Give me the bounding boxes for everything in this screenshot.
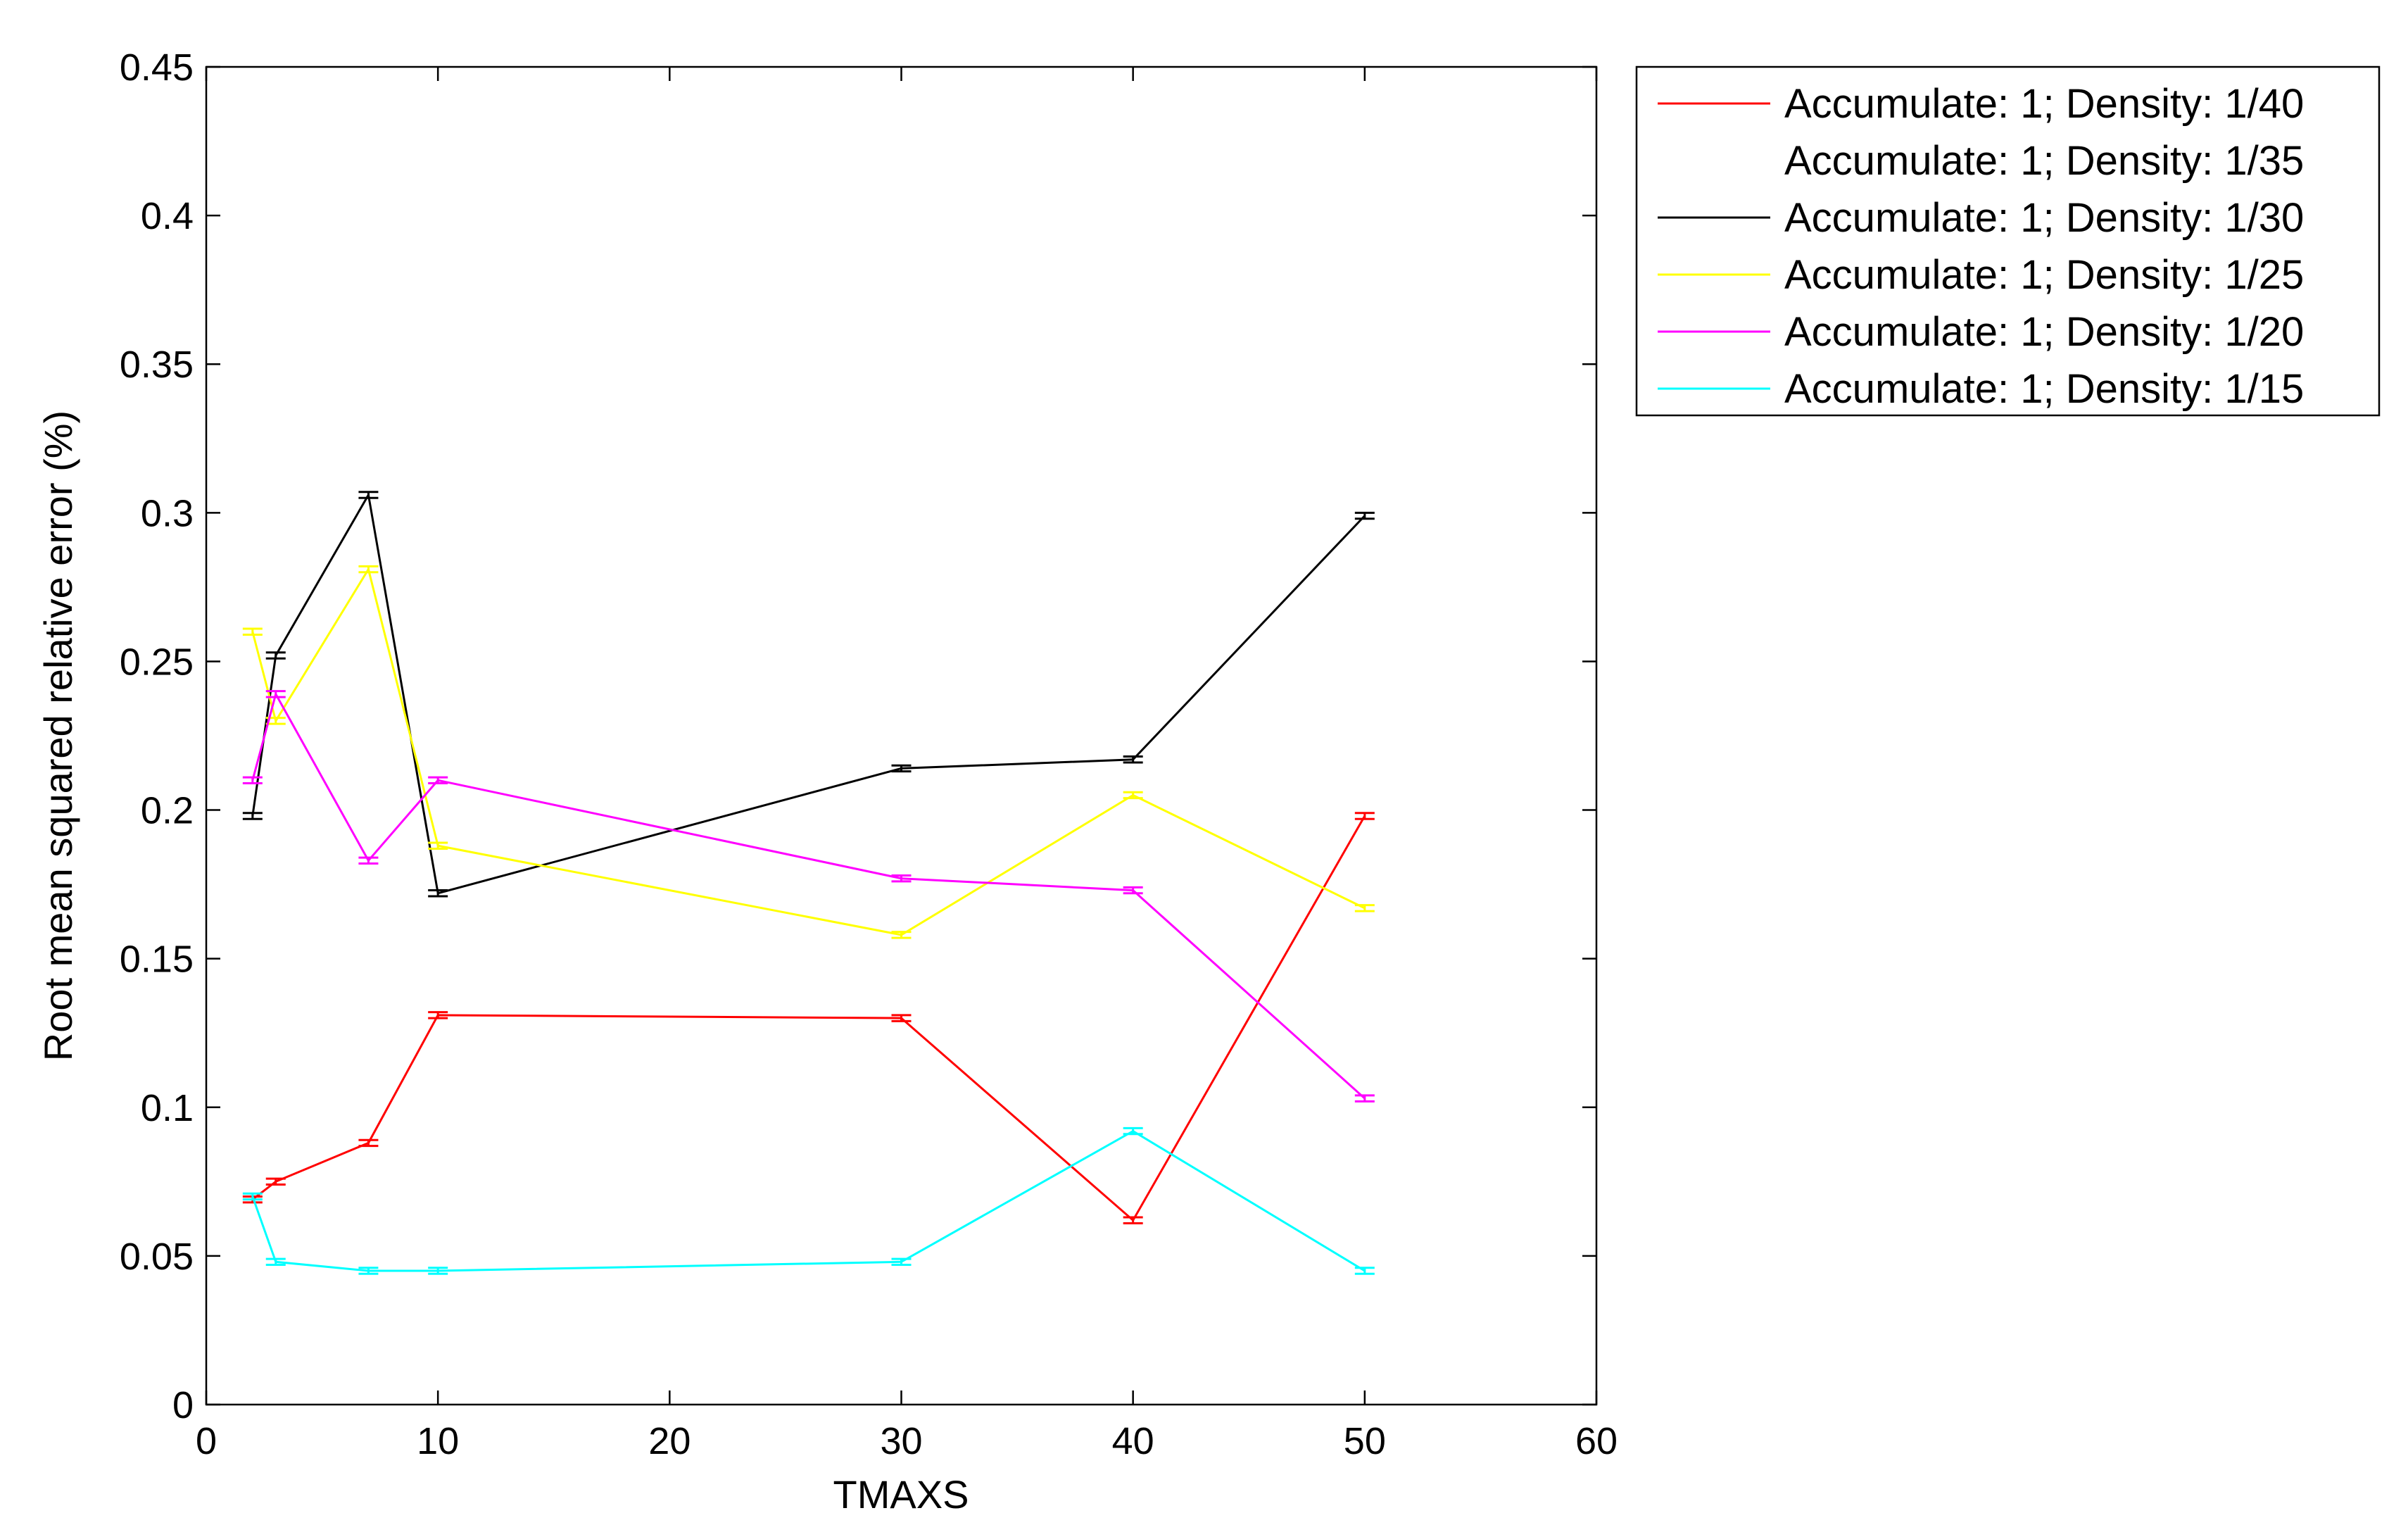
y-tick-label: 0.4 xyxy=(141,195,194,237)
error-bar-point xyxy=(265,1177,286,1186)
error-bar-point xyxy=(428,776,448,785)
error-bar-point xyxy=(428,889,448,898)
x-tick-label: 0 xyxy=(196,1420,217,1462)
error-bar-point xyxy=(1354,1267,1375,1275)
error-bar-point xyxy=(265,1257,286,1267)
y-tick-label: 0.15 xyxy=(120,938,194,981)
error-bar-point xyxy=(242,776,263,785)
legend-label-5: Accumulate: 1; Density: 1/15 xyxy=(1784,366,2304,412)
ticks-layer: 0 10 20 30 40 50 60 0 0.05 0.1 0.15 0.2 0.25 0.3 0.35 0… xyxy=(120,46,1618,1462)
legend-label-2: Accumulate: 1; Density: 1/30 xyxy=(1784,195,2304,241)
error-bar-point xyxy=(358,1267,379,1275)
legend-label-1: Accumulate: 1; Density: 1/35 xyxy=(1784,138,2304,184)
error-bar-point xyxy=(1123,1216,1143,1224)
x-tick-label: 60 xyxy=(1575,1420,1618,1462)
x-tick-label: 40 xyxy=(1112,1420,1154,1462)
error-bar-point xyxy=(1123,791,1143,800)
error-bar-point xyxy=(428,841,448,850)
error-bar-point xyxy=(891,874,912,883)
error-bar-point xyxy=(891,931,912,939)
legend-box xyxy=(1635,65,2381,417)
legend-label-4: Accumulate: 1; Density: 1/20 xyxy=(1784,309,2304,355)
error-bar-point xyxy=(265,651,286,660)
legend: Accumulate: 1; Density: 1/40 Accumulate: … xyxy=(1635,65,2381,417)
error-bar-point xyxy=(358,856,379,865)
error-bar-point xyxy=(1123,1126,1143,1136)
series-layer xyxy=(242,491,1375,1275)
y-tick-label: 0.2 xyxy=(141,790,194,832)
error-bar-point xyxy=(358,491,379,499)
y-tick-label: 0 xyxy=(172,1384,194,1426)
plot-area xyxy=(206,67,1596,1405)
y-tick-label: 0.1 xyxy=(141,1087,194,1129)
error-bar-point xyxy=(242,627,263,636)
x-tick-label: 30 xyxy=(880,1420,922,1462)
error-bar-point xyxy=(358,1138,379,1148)
error-bar-point xyxy=(1354,1094,1375,1103)
x-axis-label: TMAXS xyxy=(833,1472,969,1517)
error-bar-point xyxy=(891,764,912,773)
legend-label-3: Accumulate: 1; Density: 1/25 xyxy=(1784,252,2304,298)
error-bar-point xyxy=(1354,904,1375,912)
legend-label-0: Accumulate: 1; Density: 1/40 xyxy=(1784,81,2304,127)
y-tick-label: 0.3 xyxy=(141,492,194,534)
y-tick-label: 0.45 xyxy=(120,46,194,89)
error-bar-point xyxy=(1123,755,1143,764)
y-axis-label: Root mean squared relative error (%) xyxy=(36,410,80,1061)
error-bar-point xyxy=(242,812,263,820)
error-bar-point xyxy=(1123,886,1143,895)
error-bar-point xyxy=(891,1014,912,1022)
error-bar-point xyxy=(891,1257,912,1267)
error-bar-point xyxy=(428,1267,448,1275)
error-bar-point xyxy=(265,690,286,698)
error-bar-point xyxy=(428,1011,448,1019)
y-tick-label: 0.25 xyxy=(120,641,194,683)
error-bar-point xyxy=(358,565,379,574)
error-bar-point xyxy=(1354,511,1375,520)
x-tick-label: 50 xyxy=(1344,1420,1386,1462)
y-tick-label: 0.05 xyxy=(120,1236,194,1278)
error-bar-point xyxy=(1354,812,1375,820)
x-tick-label: 20 xyxy=(648,1420,691,1462)
error-bar-point xyxy=(242,1192,263,1201)
y-tick-label: 0.35 xyxy=(120,344,194,386)
x-tick-label: 10 xyxy=(417,1420,459,1462)
